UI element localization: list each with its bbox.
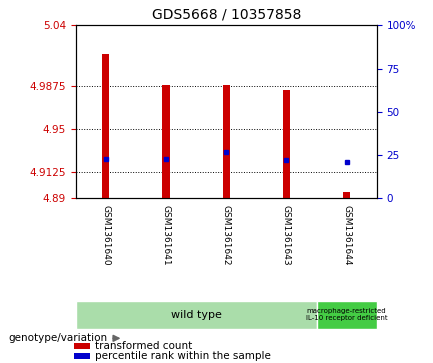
Title: GDS5668 / 10357858: GDS5668 / 10357858	[152, 8, 301, 21]
Bar	[317, 301, 377, 329]
Bar	[223, 85, 230, 198]
Text: GSM1361644: GSM1361644	[342, 205, 351, 265]
Text: genotype/variation: genotype/variation	[9, 333, 108, 343]
Bar	[343, 192, 350, 198]
Text: wild type: wild type	[171, 310, 222, 320]
Bar	[162, 85, 170, 198]
Bar	[74, 353, 90, 359]
Text: GSM1361642: GSM1361642	[222, 205, 231, 265]
Text: GSM1361643: GSM1361643	[282, 205, 291, 265]
Bar	[283, 90, 290, 198]
Text: percentile rank within the sample: percentile rank within the sample	[95, 351, 271, 361]
Text: transformed count: transformed count	[95, 341, 193, 351]
Bar	[74, 343, 90, 349]
Bar	[102, 54, 110, 198]
Text: GSM1361641: GSM1361641	[162, 205, 171, 265]
Text: macrophage-restricted
IL-10 receptor deficient: macrophage-restricted IL-10 receptor def…	[306, 309, 388, 321]
Text: GSM1361640: GSM1361640	[101, 205, 110, 265]
Bar	[76, 301, 317, 329]
